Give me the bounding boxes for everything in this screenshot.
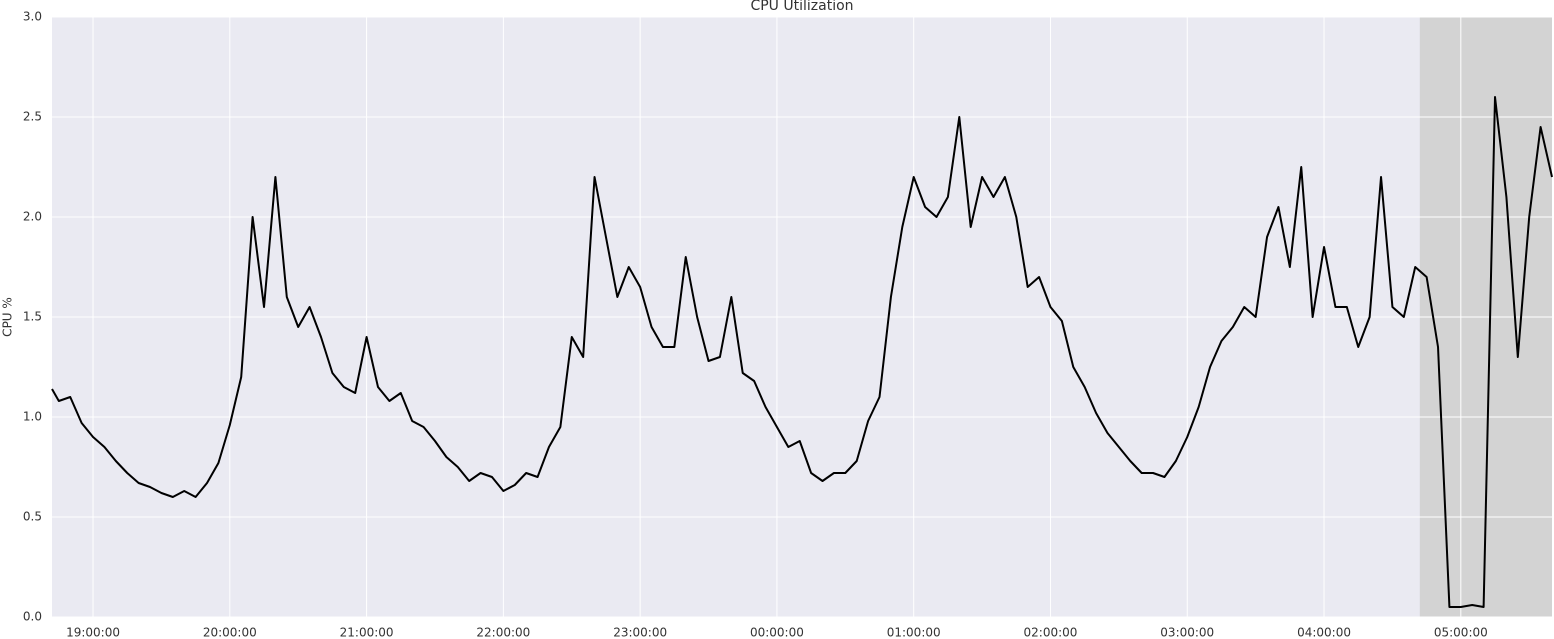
x-tick-label: 01:00:00 bbox=[887, 626, 941, 639]
line bbox=[51, 96, 1553, 608]
y-tick-label: 1.0 bbox=[23, 410, 42, 424]
y-tick-label: 2.5 bbox=[23, 110, 42, 124]
x-tick-label: 00:00:00 bbox=[750, 626, 804, 639]
x-tick-label: 21:00:00 bbox=[340, 626, 394, 639]
x-tick-label: 20:00:00 bbox=[203, 626, 257, 639]
y-tick-label: 3.0 bbox=[23, 10, 42, 24]
x-tick-label: 23:00:00 bbox=[613, 626, 667, 639]
x-tick-label: 02:00:00 bbox=[1024, 626, 1078, 639]
x-tick-label: 03:00:00 bbox=[1160, 626, 1214, 639]
x-tick-label: 19:00:00 bbox=[66, 626, 120, 639]
x-tick-label: 22:00:00 bbox=[476, 626, 530, 639]
y-axis-label: CPU % bbox=[1, 297, 15, 337]
x-tick-label: 05:00:00 bbox=[1434, 626, 1488, 639]
x-tick-label: 04:00:00 bbox=[1297, 626, 1351, 639]
chart-title: CPU Utilization bbox=[750, 0, 853, 14]
y-tick-label: 2.0 bbox=[23, 210, 42, 224]
y-tick-label: 1.5 bbox=[23, 310, 42, 324]
y-tick-label: 0.0 bbox=[23, 610, 42, 624]
y-tick-label: 0.5 bbox=[23, 510, 42, 524]
